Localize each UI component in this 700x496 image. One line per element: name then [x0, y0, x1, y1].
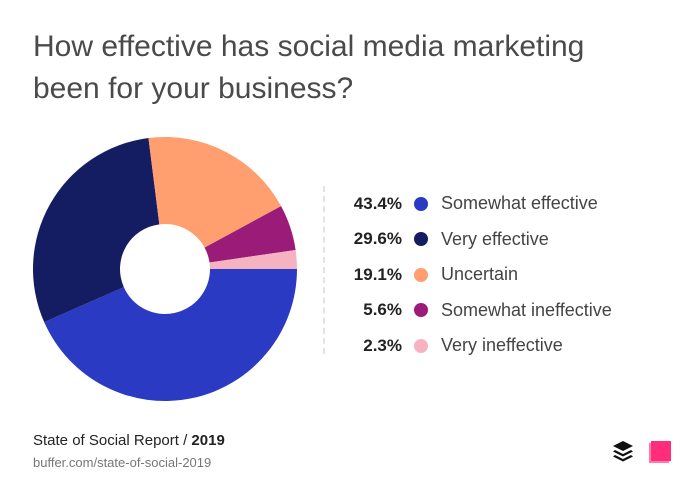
legend-item: 2.3% Very ineffective	[330, 328, 612, 364]
legend-label: Somewhat ineffective	[441, 299, 612, 320]
legend-value: 19.1%	[353, 264, 402, 284]
source-url: buffer.com/state-of-social-2019	[33, 455, 212, 470]
legend-swatch	[414, 267, 428, 282]
legend-label: Somewhat effective	[441, 193, 598, 214]
legend-swatch	[414, 232, 428, 247]
legend-swatch	[414, 303, 428, 318]
buffer-logo-icon	[613, 441, 633, 462]
chart-title: How effective has social media marketing…	[33, 30, 585, 105]
slice-uncertain	[148, 137, 282, 248]
slice-somewhat-effective	[44, 269, 297, 402]
legend-item: 43.4% Somewhat effective	[330, 186, 612, 222]
legend: 43.4% Somewhat effective 29.6% Very effecti…	[330, 186, 612, 364]
legend-value: 5.6%	[363, 300, 402, 320]
legend-item: 29.6% Very effective	[330, 222, 612, 258]
legend-item: 5.6% Somewhat ineffective	[330, 293, 612, 329]
legend-swatch	[414, 338, 428, 353]
slice-very-ineffective	[209, 249, 297, 269]
legend-swatch	[414, 196, 428, 211]
legend-value: 43.4%	[353, 193, 402, 213]
legend-label: Uncertain	[441, 264, 519, 285]
legend-value: 2.3%	[363, 335, 402, 355]
slice-somewhat-ineffective	[204, 206, 296, 263]
legend-label: Very effective	[441, 228, 549, 249]
source-label: State of Social Report / 2019	[33, 432, 225, 449]
legend-item: 19.1% Uncertain	[330, 257, 612, 293]
brand-logo-icon	[651, 441, 671, 461]
legend-label: Very ineffective	[441, 335, 563, 356]
source-year: 2019	[191, 432, 225, 449]
slice-very-effective	[32, 138, 160, 323]
legend-divider	[323, 186, 325, 354]
legend-value: 29.6%	[353, 229, 402, 249]
source-text: State of Social Report /	[33, 432, 192, 449]
